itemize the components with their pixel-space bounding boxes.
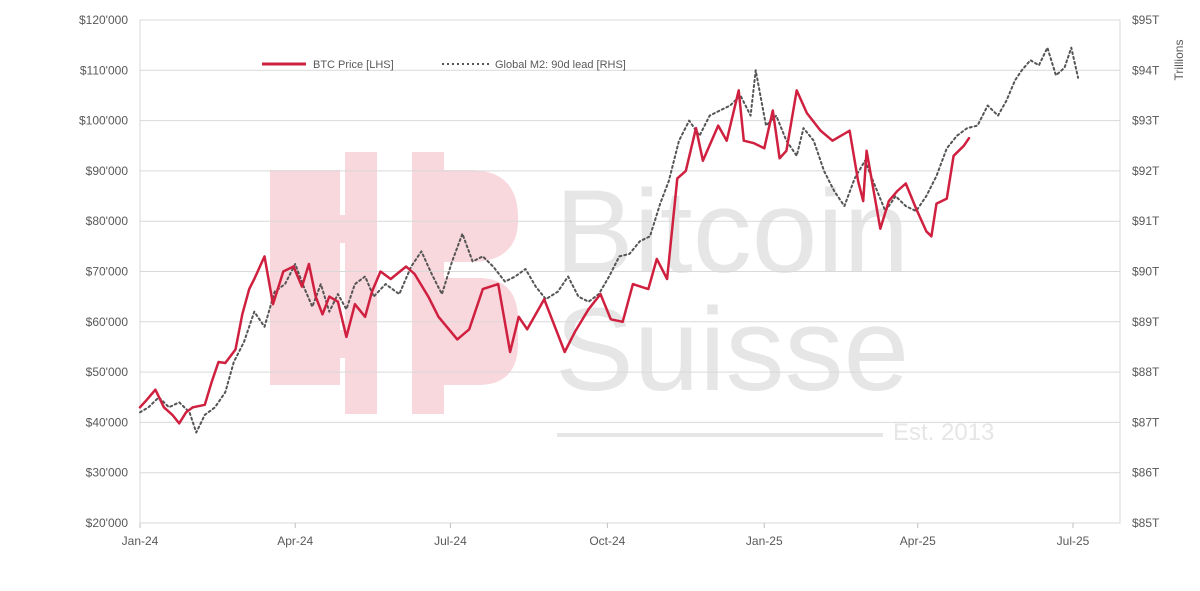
y-right-tick-label: $90T (1132, 265, 1160, 279)
y-right-tick-label: $92T (1132, 164, 1160, 178)
y-left-tick-label: $120'000 (79, 13, 128, 27)
y-left-tick-label: $90'000 (86, 164, 129, 178)
gridlines (140, 19, 1120, 524)
legend-label-m2: Global M2: 90d lead [RHS] (495, 59, 626, 71)
x-tick-label: Jan-24 (122, 534, 159, 548)
y-left-tick-label: $100'000 (79, 114, 128, 128)
y-axis-left: $20'000 $30'000 $40'000 $50'000 $60'000 $70'0… (79, 13, 128, 530)
y-left-tick-label: $50'000 (86, 365, 129, 379)
y-left-tick-label: $30'000 (86, 466, 129, 480)
bitcoin-suisse-logo-icon (270, 152, 518, 414)
plot-border (139, 19, 1121, 524)
y-left-tick-label: $70'000 (86, 265, 129, 279)
watermark-est: Est. 2013 (893, 419, 994, 446)
series-btc-price-line (138, 89, 971, 425)
legend-label-btc: BTC Price [LHS] (313, 59, 394, 71)
watermark-logo: Bitcoin Suisse Est. 2013 (270, 152, 994, 446)
legend: BTC Price [LHS] Global M2: 90d lead [RHS… (262, 59, 626, 71)
y-right-tick-label: $86T (1132, 466, 1160, 480)
x-tick-label: Jan-25 (746, 534, 783, 548)
y-left-tick-label: $80'000 (86, 214, 129, 228)
y-left-tick-label: $60'000 (86, 315, 129, 329)
y-right-tick-label: $89T (1132, 315, 1160, 329)
watermark-line1: Bitcoin (555, 166, 909, 298)
watermark-underline (557, 433, 883, 437)
y-right-tick-label: $93T (1132, 114, 1160, 128)
x-tick-label: Apr-25 (900, 534, 936, 548)
y-right-tick-label: $87T (1132, 415, 1160, 429)
y-axis-right-label: Trillions (1172, 40, 1186, 81)
x-tick-label: Jul-24 (434, 534, 467, 548)
watermark-line2: Suisse (555, 284, 909, 416)
y-left-tick-label: $110'000 (80, 63, 128, 77)
x-tick-label: Oct-24 (589, 534, 625, 548)
y-right-tick-label: $88T (1132, 365, 1160, 379)
y-axis-right: $85T $86T $87T $88T $89T $90T $91T $92T $93T $94T… (1132, 13, 1160, 530)
x-tick-label: Jul-25 (1057, 534, 1090, 548)
y-right-tick-label: $95T (1132, 13, 1160, 27)
series-global-m2-line (139, 46, 1080, 434)
y-left-tick-label: $20'000 (86, 516, 129, 530)
x-axis: Jan-24 Apr-24 Jul-24 Oct-24 Jan-25 Apr-25 Jul-… (122, 523, 1090, 548)
y-right-tick-label: $91T (1132, 214, 1160, 228)
x-tick-label: Apr-24 (277, 534, 313, 548)
y-left-tick-label: $40'000 (86, 415, 129, 429)
series-layer (138, 46, 1080, 434)
y-right-tick-label: $85T (1132, 516, 1160, 530)
y-right-tick-label: $94T (1132, 63, 1160, 77)
